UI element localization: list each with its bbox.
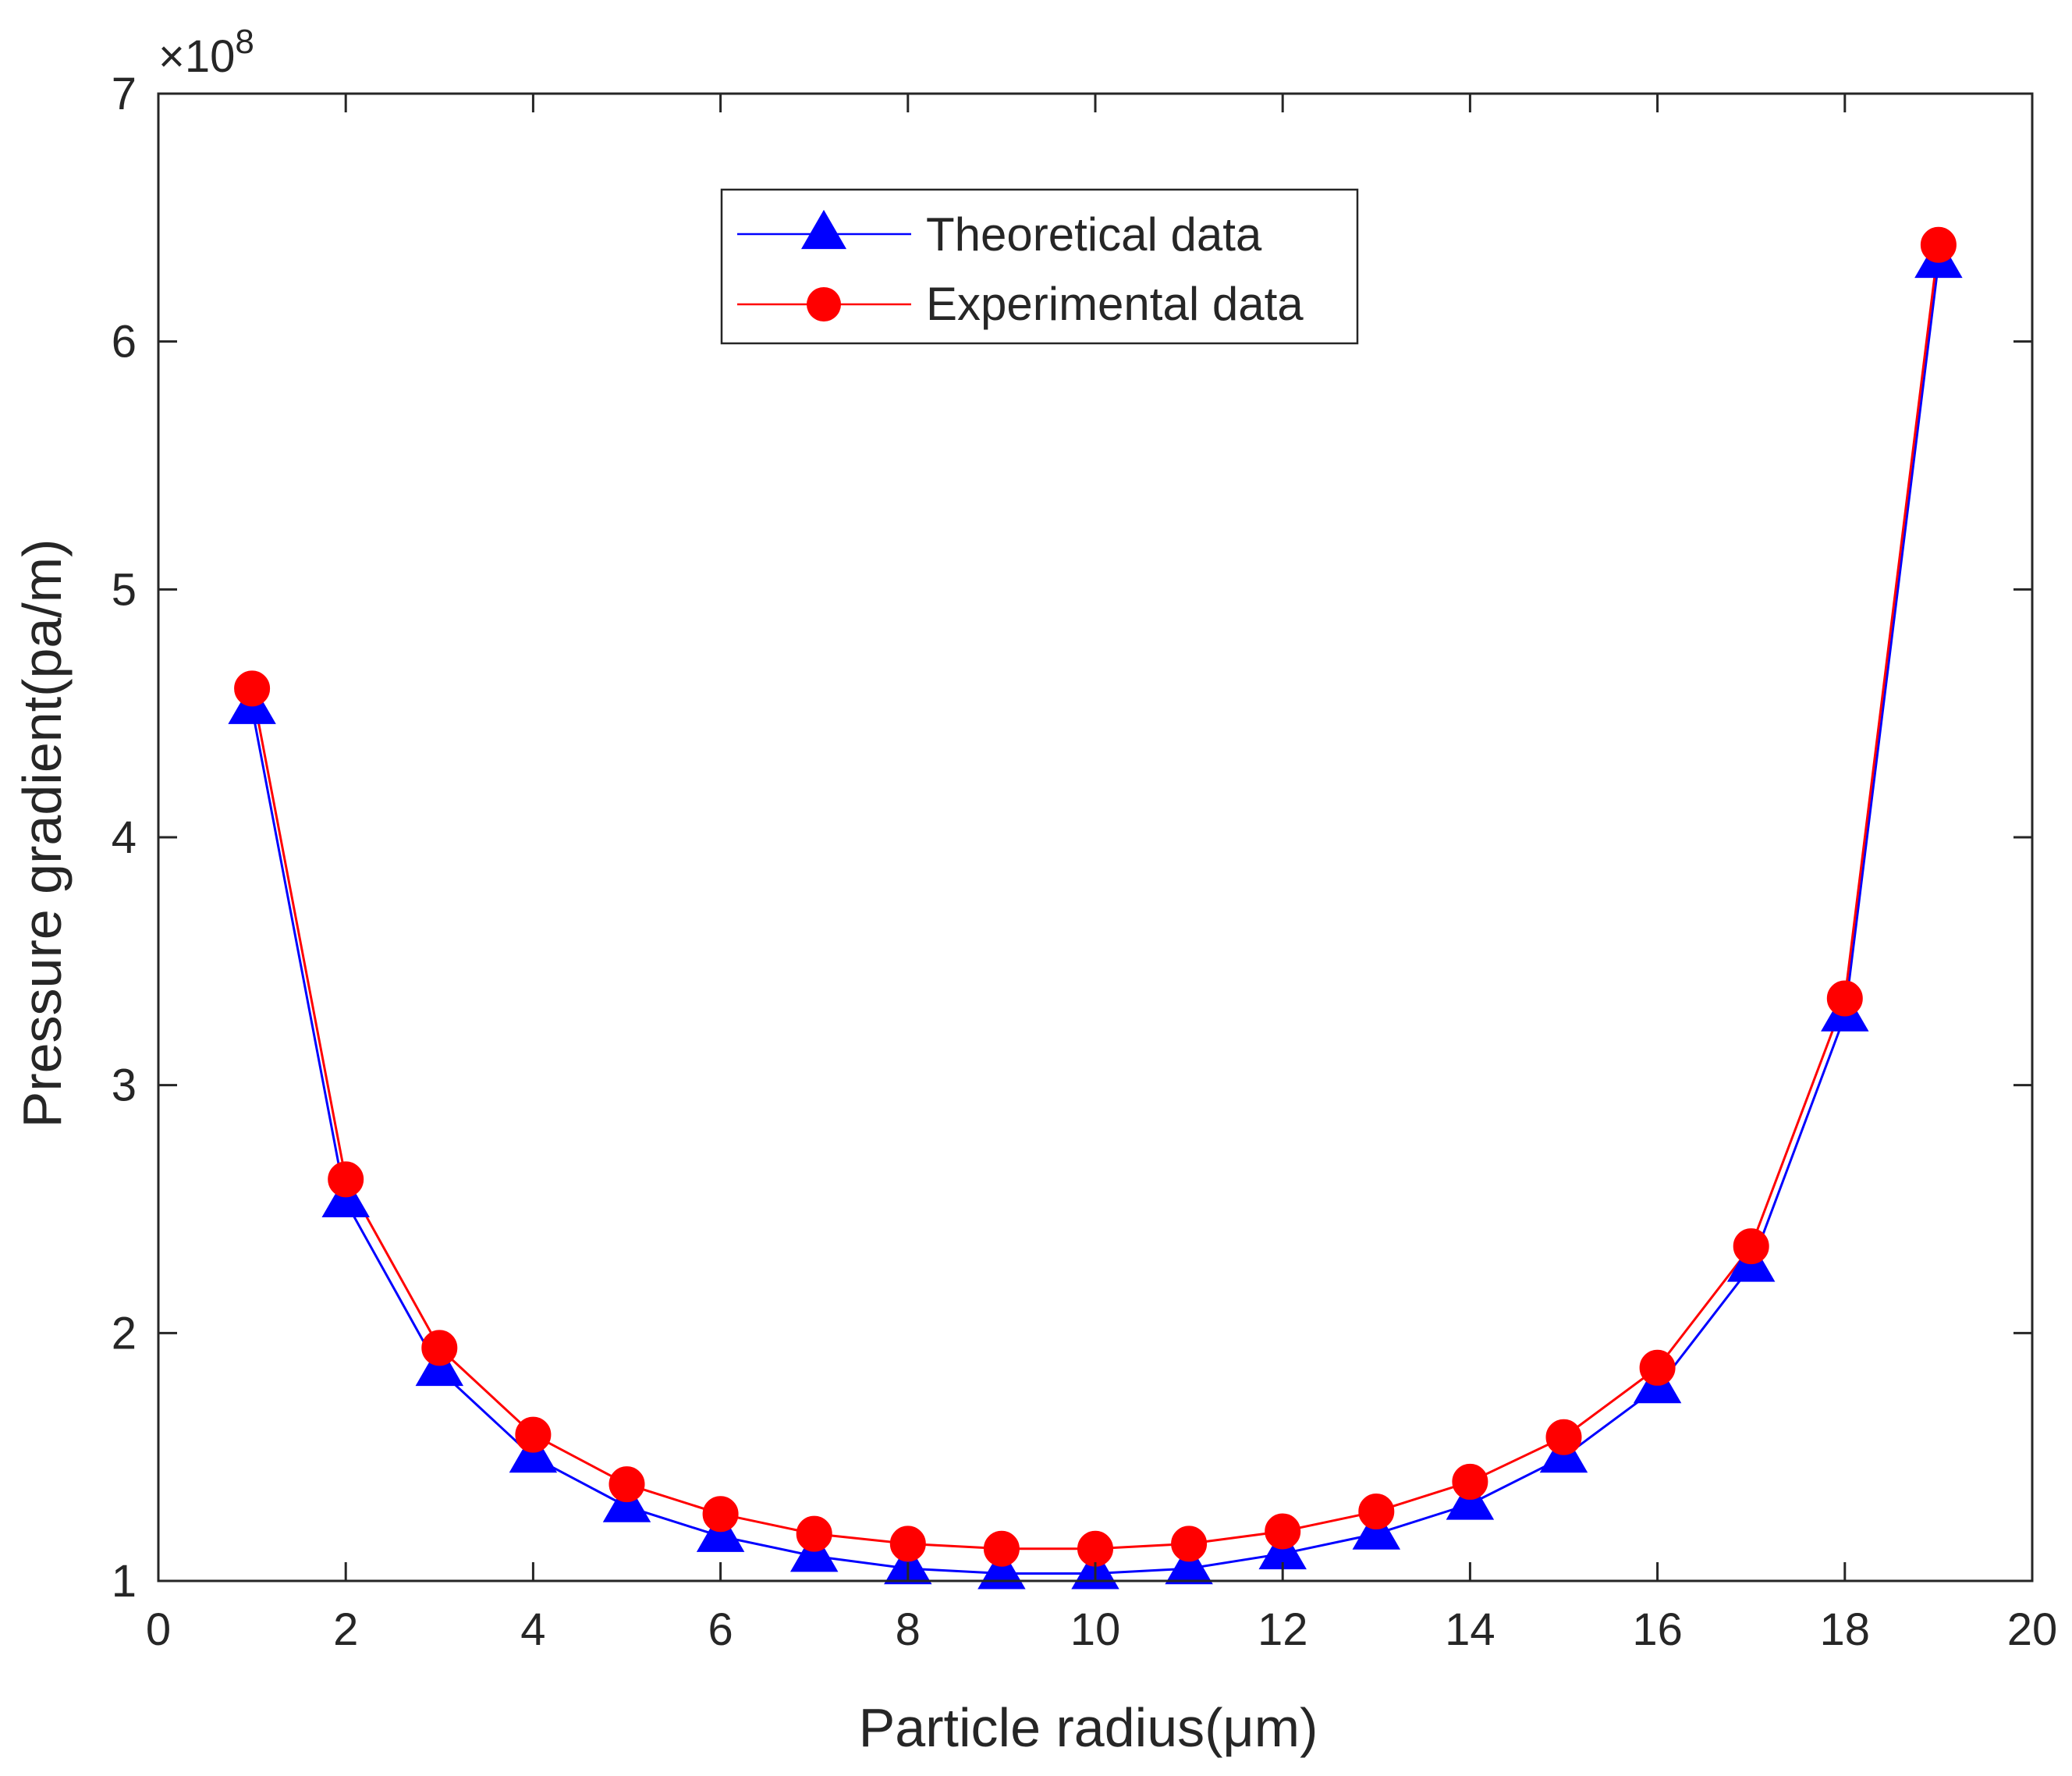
- legend-label-experimental: Experimental data: [926, 278, 1304, 330]
- x-tick-label: 10: [1070, 1604, 1121, 1655]
- y-tick-label: 5: [112, 564, 137, 615]
- x-axis-label: Particle radius(μm): [859, 1697, 1318, 1758]
- y-tick-label: 4: [112, 812, 137, 863]
- experimental-point: [1826, 980, 1863, 1017]
- legend-entry-experimental: Experimental data: [737, 278, 1304, 330]
- x-tick-label: 16: [1632, 1604, 1683, 1655]
- x-tick-label: 14: [1445, 1604, 1495, 1655]
- experimental-point: [889, 1526, 926, 1562]
- legend-label-theoretical: Theoretical data: [926, 208, 1262, 261]
- x-tick-label: 4: [520, 1604, 545, 1655]
- experimental-point: [1920, 226, 1957, 263]
- y-tick-label: 2: [112, 1308, 137, 1359]
- experimental-point: [515, 1416, 552, 1453]
- x-tick-label: 12: [1258, 1604, 1308, 1655]
- experimental-point: [1265, 1513, 1301, 1550]
- experimental-point: [234, 670, 271, 707]
- experimental-point: [1077, 1530, 1113, 1567]
- plot-series: [228, 226, 1963, 1590]
- y-tick-label: 7: [112, 69, 137, 119]
- legend-marker-circle: [807, 287, 841, 321]
- experimental-point: [1452, 1463, 1488, 1500]
- experimental-point: [1171, 1526, 1208, 1562]
- experimental-point: [421, 1330, 458, 1366]
- experimental-point: [1733, 1228, 1769, 1265]
- y-tick-label: 1: [112, 1556, 137, 1607]
- experimental-point: [1545, 1419, 1582, 1455]
- y-axis-exponent: ×108: [158, 23, 254, 82]
- y-tick-label: 3: [112, 1060, 137, 1111]
- x-tick-label: 2: [333, 1604, 358, 1655]
- x-tick-label: 20: [2007, 1604, 2058, 1655]
- y-axis-label: Pressure gradient(pa/m): [12, 539, 73, 1128]
- x-tick-label: 6: [708, 1604, 733, 1655]
- y-axis-ticks: 1 2 3 4 5 6 7: [112, 69, 2032, 1607]
- x-tick-label: 18: [1820, 1604, 1871, 1655]
- experimental-point: [1358, 1494, 1395, 1530]
- x-axis-ticks: 0 2 4 6 8 10 12 14 16 18 20: [146, 94, 2057, 1655]
- legend-entry-theoretical: Theoretical data: [737, 208, 1262, 261]
- legend-marker-triangle: [801, 209, 846, 250]
- experimental-point: [328, 1161, 364, 1198]
- experimental-point: [608, 1466, 645, 1503]
- experimental-point: [1639, 1349, 1676, 1386]
- x-tick-label: 8: [896, 1604, 921, 1655]
- legend: Theoretical data Experimental data: [720, 188, 1359, 345]
- x-tick-label: 0: [146, 1604, 171, 1655]
- y-tick-label: 6: [112, 317, 137, 368]
- experimental-point: [796, 1515, 832, 1552]
- theoretical-point: [977, 1547, 1026, 1590]
- experimental-point: [702, 1496, 739, 1533]
- experimental-point: [983, 1530, 1020, 1567]
- theoretical-point: [1165, 1542, 1213, 1585]
